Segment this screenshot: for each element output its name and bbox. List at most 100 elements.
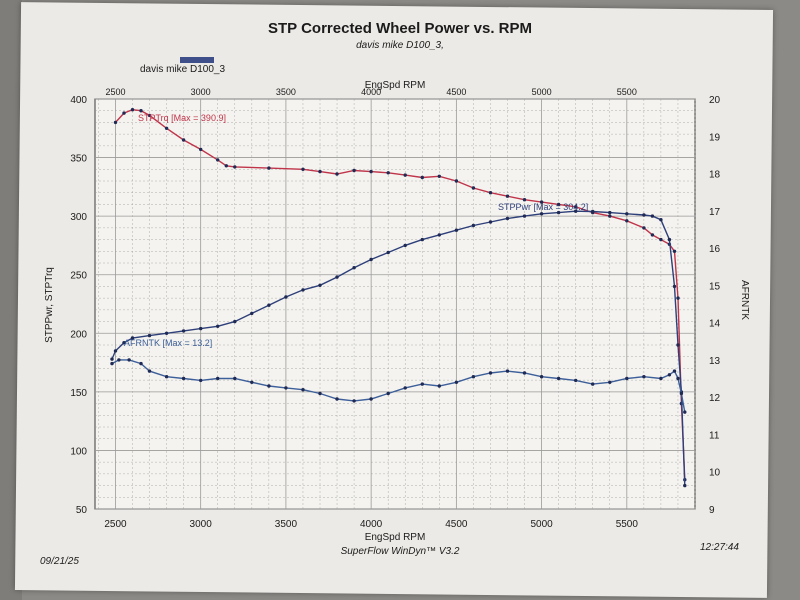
- afrntk-point: [250, 380, 254, 384]
- stppwr-point: [250, 311, 254, 316]
- afrntk-point: [420, 382, 424, 386]
- stptrq-point: [539, 200, 544, 204]
- chart-subtitle: davis mike D100_3,: [356, 40, 444, 51]
- afrntk-point: [233, 376, 237, 381]
- software-label: SuperFlow WinDyn™ V3.2: [340, 546, 460, 557]
- y-tick-label-right: 9: [709, 505, 715, 516]
- afrntk-point: [216, 376, 220, 381]
- y-tick-label-right: 13: [709, 356, 721, 367]
- x-tick-label-top: 5500: [617, 87, 637, 97]
- stptrq-point: [574, 205, 578, 209]
- stptrq-point: [233, 165, 237, 169]
- x-tick-label-top: 2500: [105, 87, 125, 97]
- afrntk-point: [181, 376, 186, 381]
- afrntk-point: [522, 371, 527, 375]
- stptrq-point: [164, 126, 169, 130]
- afrntk-point: [672, 369, 677, 373]
- y-tick-label-left: 150: [70, 388, 87, 399]
- legend-label: davis mike D100_3: [140, 64, 226, 75]
- stppwr-point: [488, 220, 493, 224]
- stppwr-point: [667, 237, 672, 242]
- series-group: [110, 108, 687, 488]
- y-tick-label-right: 20: [709, 95, 721, 106]
- y-tick-label-left: 400: [70, 95, 87, 106]
- stppwr-point: [420, 237, 424, 242]
- stppwr-point: [122, 341, 126, 345]
- stptrq-point: [181, 138, 186, 142]
- x-tick-label-bottom: 5500: [616, 519, 639, 530]
- stppwr-point: [683, 483, 687, 488]
- x-tick-label-bottom: 4500: [445, 519, 468, 530]
- stptrq-point: [352, 168, 356, 173]
- afrntk-point: [667, 373, 672, 377]
- stptrq-point: [122, 111, 126, 115]
- afr-annotation: AFRNTK [Max = 13.2]: [124, 338, 212, 348]
- x-tick-label-bottom: 3000: [190, 519, 213, 530]
- afrntk-point: [117, 358, 121, 362]
- stppwr-point: [113, 349, 118, 353]
- stppwr-point: [454, 228, 459, 232]
- y-axis-label-right: AFRNTK: [739, 280, 750, 320]
- stptrq-point: [216, 158, 220, 162]
- stppwr-point: [403, 243, 407, 248]
- y-tick-label-left: 350: [70, 154, 87, 165]
- stptrq-point: [625, 219, 629, 223]
- y-tick-label-right: 12: [709, 393, 721, 404]
- stptrq-point: [403, 173, 407, 177]
- stppwr-point: [522, 214, 527, 218]
- y-tick-label-right: 17: [709, 207, 721, 218]
- stptrq-point: [386, 171, 390, 175]
- afrntk-point: [110, 361, 114, 366]
- stppwr-point: [676, 343, 680, 347]
- legend-swatch: [180, 57, 214, 63]
- stptrq-point: [224, 164, 228, 168]
- x-tick-label-top: 4000: [361, 87, 381, 97]
- afrntk-point: [127, 358, 131, 362]
- afrntk-point: [335, 397, 339, 401]
- stppwr-point: [574, 209, 578, 213]
- stptrq-point: [659, 237, 663, 242]
- y-tick-label-left: 300: [70, 212, 87, 223]
- afrntk-point: [386, 391, 390, 396]
- afrntk-point: [591, 382, 595, 386]
- stptrq-point: [676, 296, 680, 300]
- stptrq-point: [488, 191, 493, 195]
- x-tick-label-top: 5000: [532, 87, 552, 97]
- stptrq-point: [369, 169, 373, 174]
- stppwr-point: [335, 275, 339, 279]
- stptrq-point: [318, 169, 322, 174]
- stppwr-point: [199, 326, 203, 331]
- stptrq-point: [672, 249, 677, 253]
- stptrq-point: [642, 226, 646, 230]
- y-tick-label-right: 18: [709, 170, 721, 181]
- afrntk-point: [676, 376, 680, 381]
- stptrq-point: [130, 108, 135, 112]
- stppwr-point: [267, 303, 271, 307]
- x-tick-label-bottom: 5000: [530, 519, 553, 530]
- y-tick-label-left: 200: [70, 329, 87, 340]
- stptrq-point: [505, 194, 510, 198]
- stptrq-point: [471, 186, 476, 190]
- stptrq-point: [335, 172, 339, 176]
- print-time: 12:27:44: [700, 542, 739, 553]
- stppwr-point: [216, 324, 220, 328]
- stppwr-point: [437, 233, 441, 237]
- afrntk-point: [199, 378, 203, 383]
- stppwr-point: [130, 336, 135, 340]
- stptrq-point: [139, 109, 143, 113]
- afrntk-point: [147, 369, 152, 373]
- afrntk-point: [318, 391, 322, 396]
- stppwr-point: [369, 257, 373, 262]
- afrntk-point: [301, 388, 305, 392]
- x-tick-label-bottom: 4000: [360, 519, 383, 530]
- print-date: 09/21/25: [40, 556, 79, 567]
- stppwr-point: [471, 223, 476, 228]
- tick-labels: 2500 2500 3000 3000 3500 3500 4000 4000 4500 4500…: [70, 87, 720, 530]
- afrntk-point: [659, 376, 663, 381]
- pwr-annotation: STPPwr [Max = 304.2]: [498, 202, 588, 212]
- stppwr-point: [318, 283, 322, 287]
- stppwr-point: [556, 210, 561, 215]
- afrntk-line: [111, 359, 686, 413]
- y-tick-label-right: 11: [709, 430, 720, 441]
